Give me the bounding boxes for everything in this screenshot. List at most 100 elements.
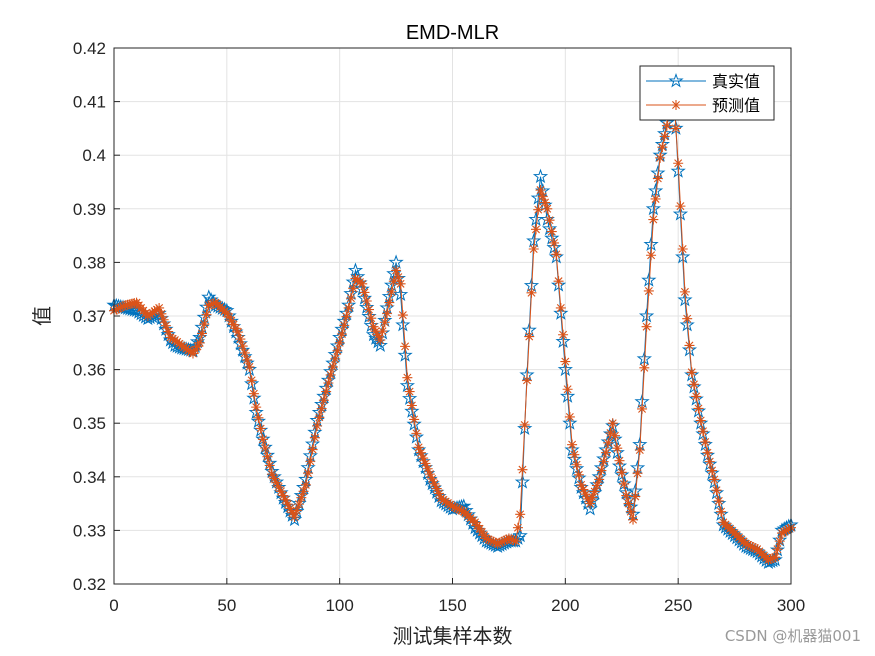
true-value-marker <box>250 413 267 428</box>
true-value-marker <box>241 361 258 377</box>
predicted-value-marker <box>253 412 264 423</box>
predicted-value-marker <box>192 341 203 352</box>
predicted-value-marker <box>244 361 255 372</box>
predicted-value-marker <box>341 311 352 322</box>
predicted-value-marker <box>609 430 620 441</box>
watermark: CSDN @机器猫001 <box>724 627 861 645</box>
predicted-value-marker <box>485 535 496 546</box>
predicted-value-marker <box>558 329 569 340</box>
predicted-value-marker <box>345 293 356 304</box>
y-tick-label: 0.41 <box>73 93 106 112</box>
predicted-value-marker <box>323 378 334 388</box>
predicted-value-marker <box>779 526 790 537</box>
true-value-marker <box>361 308 377 324</box>
predicted-value-marker <box>415 447 426 458</box>
predicted-value-marker <box>686 367 697 378</box>
true-value-marker <box>670 163 686 178</box>
predicted-value-marker <box>630 491 641 502</box>
predicted-value-marker <box>160 320 171 331</box>
predicted-value-marker <box>318 395 329 406</box>
predicted-value-marker <box>578 484 589 495</box>
predicted-value-marker <box>492 538 503 549</box>
predicted-value-marker <box>111 304 122 315</box>
predicted-value-marker <box>420 458 431 469</box>
predicted-value-marker <box>544 215 555 226</box>
true-value-marker <box>415 453 431 469</box>
legend-label-true: 真实值 <box>712 72 760 91</box>
predicted-value-marker <box>695 415 706 426</box>
predicted-value-marker <box>634 445 645 455</box>
x-tick-label: 250 <box>664 596 692 615</box>
predicted-value-marker <box>607 418 618 429</box>
predicted-value-marker <box>621 490 632 501</box>
true-value-marker <box>573 479 589 495</box>
predicted-value-marker <box>560 356 571 367</box>
legend-marker-symbol <box>668 72 684 88</box>
predicted-value-marker <box>359 287 370 298</box>
true-value-marker <box>372 337 388 352</box>
predicted-value-marker <box>573 469 584 480</box>
true-value-marker <box>230 329 246 344</box>
predicted-value-marker <box>309 432 320 443</box>
predicted-value-marker <box>409 414 420 425</box>
predicted-value-marker <box>483 534 494 545</box>
predicted-value-marker <box>334 337 345 348</box>
y-tick-label: 0.33 <box>73 521 106 540</box>
predicted-value-marker <box>118 301 129 312</box>
predicted-value-marker <box>271 477 282 488</box>
predicted-value-marker <box>280 494 291 505</box>
true-value-marker <box>555 333 571 348</box>
true-value-marker <box>611 458 628 473</box>
predicted-value-marker <box>375 335 386 346</box>
predicted-value-marker <box>115 302 126 313</box>
predicted-value-marker <box>675 201 686 212</box>
predicted-value-marker <box>269 473 280 484</box>
true-value-marker <box>408 429 425 444</box>
predicted-value-marker <box>242 354 253 365</box>
true-value-marker <box>699 447 716 462</box>
predicted-value-marker <box>208 298 219 309</box>
predicted-value-marker <box>553 276 564 287</box>
true-value-marker <box>609 444 625 460</box>
predicted-value-marker <box>589 486 600 497</box>
true-value-marker <box>526 232 542 248</box>
predicted-value-marker <box>772 544 783 555</box>
predicted-value-marker <box>763 554 774 565</box>
predicted-value-marker <box>228 319 239 330</box>
predicted-value-marker <box>702 447 713 458</box>
true-value-marker <box>286 511 303 527</box>
predicted-value-marker <box>384 297 395 308</box>
predicted-value-marker <box>619 478 630 489</box>
predicted-value-marker <box>670 123 681 134</box>
true-value-marker <box>401 390 418 406</box>
predicted-value-marker <box>307 444 318 455</box>
true-value-marker <box>397 347 413 362</box>
true-value-marker <box>706 474 722 489</box>
y-axis-label: 值 <box>30 306 54 326</box>
predicted-value-marker <box>388 276 399 287</box>
true-value-marker <box>704 465 720 480</box>
predicted-value-marker <box>643 285 654 296</box>
predicted-value-marker <box>221 308 232 319</box>
predicted-value-marker <box>716 506 727 517</box>
predicted-value-marker <box>447 501 458 512</box>
predicted-value-marker <box>266 469 277 480</box>
predicted-value-marker <box>156 308 167 319</box>
true-value-marker <box>537 197 553 212</box>
true-value-marker <box>697 436 713 452</box>
true-value-marker <box>708 484 725 500</box>
predicted-value-marker <box>330 353 341 364</box>
predicted-value-marker <box>783 524 794 535</box>
predicted-value-marker <box>691 391 702 402</box>
predicted-value-marker <box>614 455 625 466</box>
predicted-value-marker <box>488 536 499 547</box>
predicted-value-marker <box>576 479 587 490</box>
legend-marker-predicted <box>671 100 681 110</box>
y-tick-label: 0.42 <box>73 39 106 58</box>
true-value-marker <box>605 417 621 433</box>
predicted-value-marker <box>163 326 174 337</box>
predicted-value-marker <box>226 315 237 326</box>
predicted-value-marker <box>481 533 492 544</box>
true-value-marker <box>246 390 262 405</box>
predicted-value-marker <box>235 334 246 345</box>
